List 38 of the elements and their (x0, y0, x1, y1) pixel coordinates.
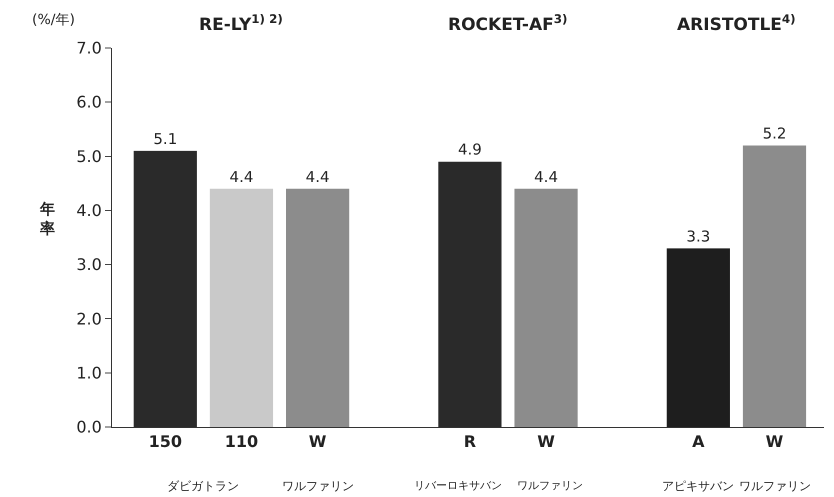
y-axis-title: 年率 (39, 200, 55, 238)
text: RE-LY$^{1) 2)}$ (199, 12, 283, 36)
x-tick-label: 150 (148, 432, 182, 452)
text: ARISTOTLE$^{4)}$ (677, 12, 796, 36)
text: リバーロキサバン (414, 479, 502, 492)
text: ワルファリン (517, 479, 583, 492)
text: ダビガトラン (167, 479, 239, 493)
x-tick-label: 110 (224, 432, 258, 452)
data-label: 4.4 (306, 168, 330, 186)
text: ROCKET-AF$^{3)}$ (448, 12, 568, 36)
data-label: 4.9 (458, 140, 482, 159)
x-tick-label: W (308, 432, 327, 452)
y-tick-label: 7.0 (76, 38, 102, 58)
y-tick-label: 3.0 (76, 255, 102, 274)
y-tick-label: 1.0 (76, 363, 102, 382)
y-tick-label: 6.0 (76, 92, 102, 112)
x-tick-label: A (692, 432, 706, 452)
bar (210, 188, 274, 427)
text: アピキサバン (662, 479, 734, 493)
data-label: 4.4 (230, 168, 254, 186)
data-label: 5.2 (762, 124, 786, 142)
x-tick-label: W (766, 432, 784, 452)
x-tick-label: R (464, 432, 476, 452)
text: ワルファリン (282, 479, 354, 493)
x-tick-label: W (537, 432, 556, 452)
text: (%/年) (32, 12, 75, 28)
data-label: 3.3 (686, 227, 710, 246)
bar (514, 188, 578, 427)
bar (666, 248, 730, 427)
bar (286, 188, 350, 427)
y-tick-label: 0.0 (76, 418, 102, 437)
bar (742, 145, 806, 427)
data-label: 5.1 (153, 130, 178, 148)
y-tick-label: 4.0 (76, 201, 102, 220)
text: ワルファリン (739, 479, 811, 493)
y-tick-label: 2.0 (76, 309, 102, 328)
data-label: 4.4 (534, 168, 558, 186)
y-tick-label: 5.0 (76, 146, 102, 166)
